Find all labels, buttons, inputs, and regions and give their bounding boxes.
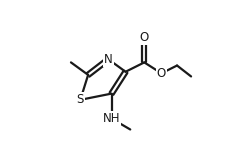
Text: S: S — [77, 93, 84, 106]
Text: N: N — [104, 53, 113, 66]
Text: NH: NH — [103, 112, 120, 125]
Text: O: O — [140, 31, 149, 44]
Text: O: O — [157, 67, 166, 80]
